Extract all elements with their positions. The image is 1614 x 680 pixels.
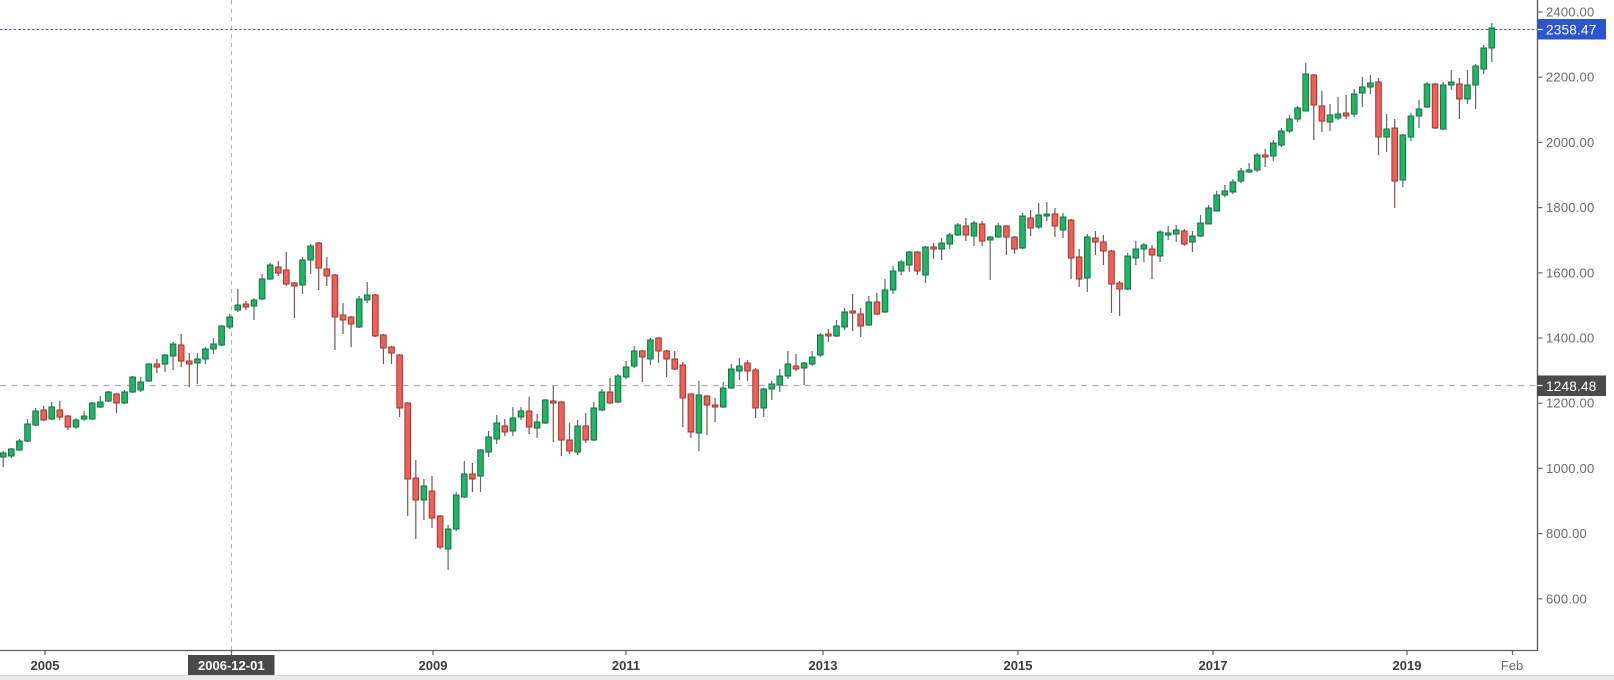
svg-text:2013: 2013 <box>809 658 838 673</box>
svg-text:600.00: 600.00 <box>1546 591 1587 606</box>
svg-text:2005: 2005 <box>31 658 60 673</box>
svg-text:1000.00: 1000.00 <box>1546 461 1594 476</box>
svg-text:800.00: 800.00 <box>1546 526 1587 541</box>
svg-text:2200.00: 2200.00 <box>1546 70 1594 85</box>
svg-text:1600.00: 1600.00 <box>1546 265 1594 280</box>
svg-text:1200.00: 1200.00 <box>1546 396 1594 411</box>
svg-text:2011: 2011 <box>612 658 640 673</box>
svg-text:2017: 2017 <box>1199 658 1228 673</box>
svg-text:1400.00: 1400.00 <box>1546 331 1594 346</box>
svg-text:Feb: Feb <box>1501 658 1523 673</box>
svg-text:2015: 2015 <box>1004 658 1033 673</box>
svg-text:2019: 2019 <box>1393 658 1422 673</box>
svg-text:1800.00: 1800.00 <box>1546 200 1594 215</box>
svg-text:2000.00: 2000.00 <box>1546 135 1594 150</box>
svg-text:1248.48: 1248.48 <box>1546 379 1597 394</box>
svg-text:2358.47: 2358.47 <box>1546 22 1597 37</box>
svg-text:2009: 2009 <box>419 658 448 673</box>
svg-text:2400.00: 2400.00 <box>1546 5 1594 20</box>
svg-text:2006-12-01: 2006-12-01 <box>198 658 265 673</box>
